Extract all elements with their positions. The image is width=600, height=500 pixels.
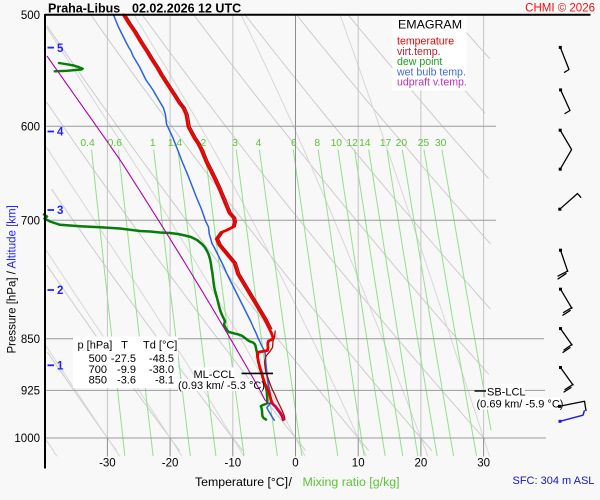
svg-text:4: 4 xyxy=(256,138,262,149)
svg-text:-8.1: -8.1 xyxy=(155,374,174,386)
svg-text:8: 8 xyxy=(314,138,320,149)
svg-text:3: 3 xyxy=(57,205,63,217)
svg-text:CHMI © 2026: CHMI © 2026 xyxy=(525,3,595,15)
svg-text:-38.0: -38.0 xyxy=(149,364,174,376)
svg-text:25: 25 xyxy=(418,138,430,149)
svg-text:virt.temp.: virt.temp. xyxy=(397,46,441,58)
svg-text:850: 850 xyxy=(89,374,107,386)
svg-text:2: 2 xyxy=(57,285,63,297)
svg-text:Praha-Libus: Praha-Libus xyxy=(48,2,120,16)
svg-text:2: 2 xyxy=(201,138,207,149)
svg-text:Temperature [°C]: Temperature [°C] xyxy=(195,475,288,489)
svg-text:-9.9: -9.9 xyxy=(117,364,136,376)
svg-text:temperature: temperature xyxy=(397,36,454,48)
svg-text:dew point: dew point xyxy=(397,56,442,68)
svg-text:3: 3 xyxy=(232,138,238,149)
svg-text:5: 5 xyxy=(57,43,64,55)
svg-text:500: 500 xyxy=(21,10,40,22)
svg-text:ML-CCL: ML-CCL xyxy=(194,369,235,381)
svg-text:12: 12 xyxy=(346,138,358,149)
svg-text:Td [°C]: Td [°C] xyxy=(143,340,177,352)
svg-text:1: 1 xyxy=(150,138,156,149)
svg-text:500: 500 xyxy=(89,353,107,365)
svg-text:10: 10 xyxy=(352,458,365,470)
svg-text:0.6: 0.6 xyxy=(108,138,123,149)
svg-text:1.4: 1.4 xyxy=(168,138,183,149)
svg-text:1000: 1000 xyxy=(14,433,40,445)
svg-text:17: 17 xyxy=(380,138,392,149)
svg-text:SB-LCL: SB-LCL xyxy=(487,387,526,399)
svg-text:-48.5: -48.5 xyxy=(149,353,174,365)
svg-text:Pressure [hPa] / Altitude [k: Pressure [hPa] / Altitude [km] xyxy=(7,205,19,353)
svg-text:02.02.2026 12 UTC: 02.02.2026 12 UTC xyxy=(132,2,241,16)
svg-text:20: 20 xyxy=(396,138,408,149)
svg-text:0: 0 xyxy=(292,458,298,470)
svg-text:4: 4 xyxy=(57,127,64,139)
svg-text:T: T xyxy=(121,340,128,352)
svg-text:Mixing ratio [g/kg]: Mixing ratio [g/kg] xyxy=(303,475,400,489)
svg-text:14: 14 xyxy=(359,138,371,149)
svg-text:-27.5: -27.5 xyxy=(111,353,136,365)
svg-text:925: 925 xyxy=(21,385,40,397)
svg-text:(0.93 km/ -5.3 °C): (0.93 km/ -5.3 °C) xyxy=(178,380,265,392)
svg-text:-20: -20 xyxy=(162,458,179,470)
svg-text:850: 850 xyxy=(21,334,40,346)
svg-text:700: 700 xyxy=(89,364,107,376)
svg-text:-30: -30 xyxy=(99,458,116,470)
svg-text:30: 30 xyxy=(477,458,490,470)
svg-text:/: / xyxy=(289,475,293,489)
svg-text:p [hPa]: p [hPa] xyxy=(78,340,113,352)
svg-text:30: 30 xyxy=(435,138,447,149)
svg-text:700: 700 xyxy=(21,215,40,227)
svg-text:SFC: 304 m ASL: SFC: 304 m ASL xyxy=(513,475,595,487)
svg-text:0.4: 0.4 xyxy=(80,138,95,149)
svg-text:(0.69 km/ -5.9 °C): (0.69 km/ -5.9 °C) xyxy=(477,399,564,411)
svg-text:1: 1 xyxy=(57,361,64,373)
svg-text:6: 6 xyxy=(291,138,297,149)
svg-text:10: 10 xyxy=(331,138,343,149)
svg-text:600: 600 xyxy=(21,121,40,133)
svg-text:20: 20 xyxy=(415,458,428,470)
svg-text:EMAGRAM: EMAGRAM xyxy=(398,18,462,32)
svg-text:-10: -10 xyxy=(224,458,241,470)
svg-text:udpraft v.temp.: udpraft v.temp. xyxy=(397,77,467,89)
svg-text:wet bulb temp.: wet bulb temp. xyxy=(396,66,466,78)
svg-text:-3.6: -3.6 xyxy=(117,374,136,386)
